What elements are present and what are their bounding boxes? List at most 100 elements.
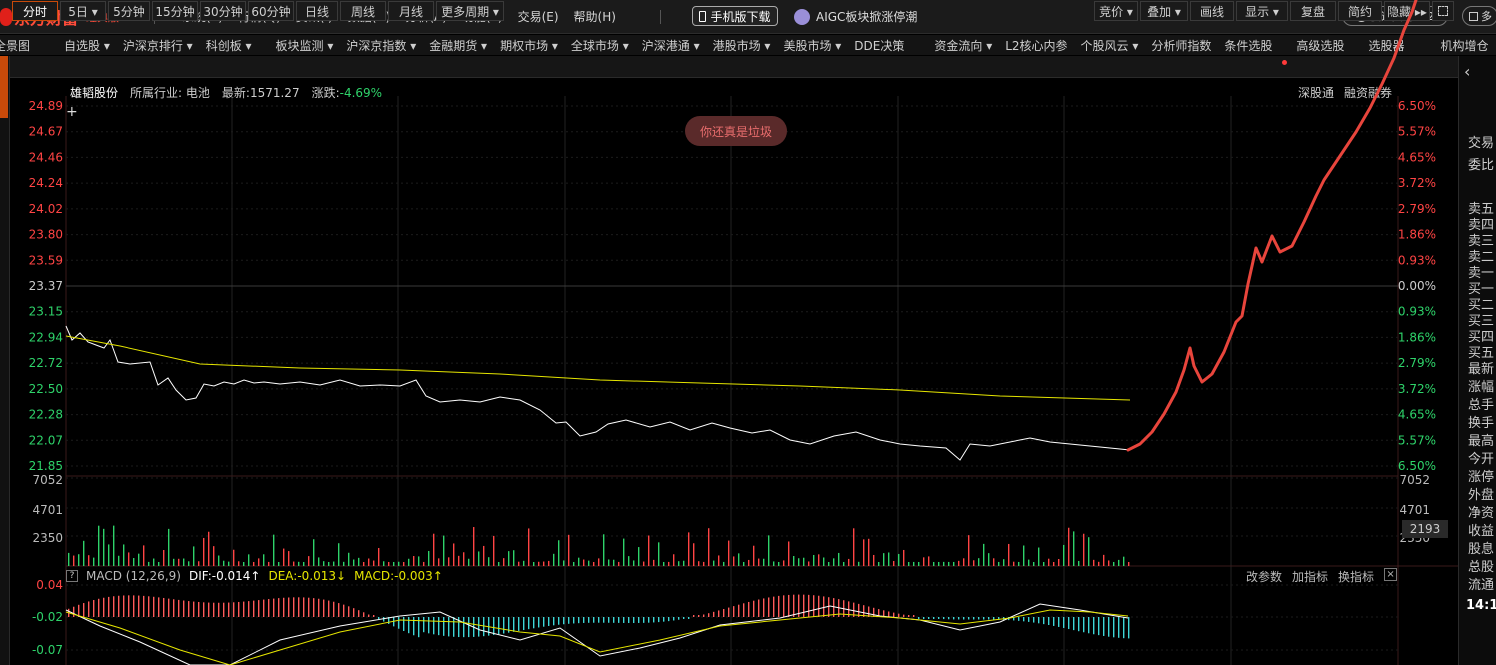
add-indicator-button[interactable]: 加指标 [1292, 570, 1329, 584]
pct-tick: 6.50% [1398, 99, 1436, 113]
tab-daily[interactable]: 日线 [296, 1, 338, 21]
more-button[interactable]: 多 [1462, 6, 1496, 26]
nav-item-condition-screen[interactable]: 条件选股 [1224, 38, 1273, 53]
nav-item-hk[interactable]: 港股市场 ▾ [712, 38, 771, 53]
vol-tick: 4701 [32, 503, 63, 517]
tab-intraday[interactable]: 分时 [12, 1, 58, 21]
volume-bar [1018, 561, 1020, 566]
quote-time: 14:1 [1466, 598, 1496, 613]
macd-bars [68, 594, 1130, 639]
macd-dif: DIF:-0.014↑ [188, 569, 261, 583]
auction-dropdown[interactable]: 竞价 ▾ [1094, 1, 1138, 21]
simple-mode-button[interactable]: 简约 [1338, 1, 1382, 21]
macd-bar [433, 617, 435, 635]
nav-item-global[interactable]: 全球市场 ▾ [570, 38, 629, 53]
macd-bar [288, 597, 290, 617]
nav-item-stock-news[interactable]: 个股风云 ▾ [1080, 38, 1139, 53]
macd-bar [128, 595, 130, 617]
volume-bar [318, 557, 320, 566]
volume-bar [1023, 545, 1025, 566]
tab-more-periods[interactable]: 更多周期 ▾ [436, 1, 504, 21]
mobile-download-button[interactable]: 手机版下载 [692, 6, 778, 26]
macd-bar [158, 597, 160, 617]
quote-item: 卖四 [1468, 218, 1495, 233]
change-params-button[interactable]: 改参数 [1246, 570, 1283, 584]
overlay-dropdown[interactable]: 叠加 ▾ [1140, 1, 1188, 21]
nav-item-analyst[interactable]: 分析师指数 [1151, 38, 1212, 53]
tab-5min[interactable]: 5分钟 [108, 1, 150, 21]
aigc-promo[interactable]: AIGC板块掀涨停潮 [794, 8, 917, 25]
volume-bar [88, 555, 90, 566]
draw-line-button[interactable]: 画线 [1190, 1, 1234, 21]
volume-bar [1123, 556, 1125, 566]
nav-item-watchlist[interactable]: 自选股 ▾ [64, 38, 110, 53]
nav-item-sector-monitor[interactable]: 板块监测 ▾ [275, 38, 334, 53]
collapse-arrow-icon[interactable]: ‹ [1464, 62, 1471, 81]
nav-item-capital-flow[interactable]: 资金流向 ▾ [934, 38, 993, 53]
nav-item-institution[interactable]: 机构增仓 [1440, 38, 1489, 53]
macd-bar [1128, 617, 1130, 639]
nav-item-futures[interactable]: 金融期货 ▾ [429, 38, 488, 53]
nav-item-dde[interactable]: DDE决策 [854, 38, 905, 53]
nav-item-screener[interactable]: 选股器 [1368, 38, 1405, 53]
tab-monthly[interactable]: 月线 [388, 1, 434, 21]
macd-bar [1108, 617, 1110, 637]
switch-indicator-button[interactable]: 换指标 [1338, 570, 1375, 584]
macd-bar [883, 610, 885, 617]
macd-bar [498, 617, 500, 635]
nav-item-l2[interactable]: L2核心内参 [1005, 38, 1068, 53]
volume-bar [353, 559, 355, 566]
macd-bar [208, 602, 210, 617]
volume-bar [458, 555, 460, 566]
quote-item: 卖一 [1468, 266, 1495, 281]
nav-item-ranking[interactable]: 沪深京排行 ▾ [122, 38, 193, 53]
left-strip-highlight[interactable] [0, 56, 8, 118]
nav-item-us[interactable]: 美股市场 ▾ [783, 38, 842, 53]
nav-item-star-market[interactable]: 科创板 ▾ [205, 38, 252, 53]
pct-tick: 1.86% [1398, 228, 1436, 242]
hide-panel-button[interactable]: 隐藏 ▸▸ [1384, 1, 1430, 21]
volume-bar [313, 539, 315, 566]
nav-item-index[interactable]: 沪深京指数 ▾ [346, 38, 417, 53]
macd-bar [928, 617, 930, 619]
volume-bar [173, 558, 175, 566]
menu-trade[interactable]: 交易(E) [517, 10, 559, 24]
nav-item-connect[interactable]: 沪深港通 ▾ [641, 38, 700, 53]
volume-bar [138, 553, 140, 566]
help-icon[interactable]: ? [66, 570, 78, 582]
crosshair-icon[interactable]: + [66, 104, 78, 120]
display-dropdown[interactable]: 显示 ▾ [1236, 1, 1288, 21]
volume-bar [613, 559, 615, 566]
nav-item-options[interactable]: 期权市场 ▾ [500, 38, 558, 53]
tab-30min[interactable]: 30分钟 [200, 1, 246, 21]
macd-bar [893, 612, 895, 617]
replay-button[interactable]: 复盘 [1290, 1, 1336, 21]
tab-weekly[interactable]: 周线 [340, 1, 386, 21]
macd-bar [703, 614, 705, 617]
volume-bar [1078, 560, 1080, 566]
macd-bar [633, 617, 635, 624]
macd-bar [118, 595, 120, 617]
volume-bar [933, 561, 935, 566]
price-line [65, 325, 1131, 461]
connect-link[interactable]: 深股通 [1298, 86, 1335, 100]
fullscreen-button[interactable] [1432, 1, 1454, 21]
macd-bar [253, 600, 255, 617]
nav-item-advanced-screen[interactable]: 高级选股 [1296, 38, 1345, 53]
macd-bar [248, 601, 250, 617]
macd-bar [1048, 617, 1050, 626]
tab-15min[interactable]: 15分钟 [152, 1, 198, 21]
macd-bar [218, 602, 220, 617]
volume-bar [403, 561, 405, 566]
macd-bar [468, 617, 470, 638]
macd-tick: -0.02 [32, 610, 63, 624]
tab-5day[interactable]: 5日 ▾ [60, 1, 106, 21]
macd-bar [733, 606, 735, 617]
tab-60min[interactable]: 60分钟 [248, 1, 294, 21]
volume-bar [1048, 558, 1050, 566]
nav-item-overview[interactable]: 全景图 [0, 38, 31, 53]
volume-bar [733, 556, 735, 566]
volume-bar [448, 557, 450, 566]
close-icon[interactable]: × [1384, 568, 1398, 581]
menu-help[interactable]: 帮助(H) [573, 10, 616, 24]
